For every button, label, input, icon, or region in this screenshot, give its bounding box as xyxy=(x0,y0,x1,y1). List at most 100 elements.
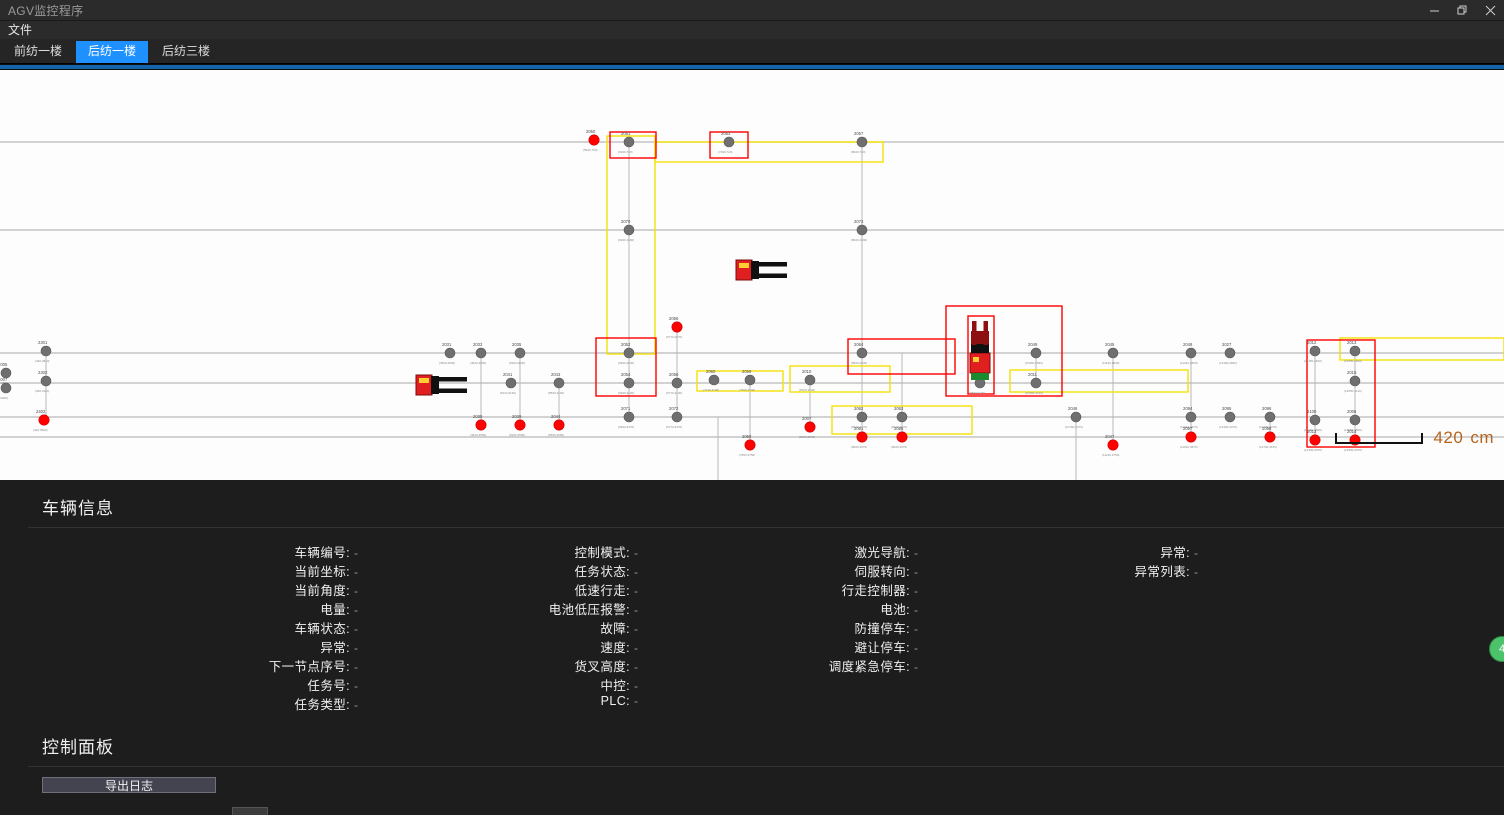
node-dot[interactable] xyxy=(1224,347,1236,359)
map-node[interactable]: 2012 (13150,2810) xyxy=(1304,340,1322,363)
map-node[interactable]: 2061 (8620,3670) xyxy=(851,426,868,449)
node-dot[interactable] xyxy=(671,321,683,333)
map-canvas[interactable]: 2301 (460,2810) 2302 (460,3110) 2402 (440,350… xyxy=(0,70,1504,480)
zone-yellow[interactable] xyxy=(789,365,891,393)
node-dot[interactable] xyxy=(475,347,487,359)
node-dot[interactable] xyxy=(623,136,635,148)
map-node[interactable]: 2073 (8620,1600) xyxy=(851,219,868,242)
node-dot[interactable] xyxy=(1224,411,1236,423)
node-dot[interactable] xyxy=(553,419,565,431)
zone-red[interactable] xyxy=(1306,339,1376,448)
map-node[interactable]: 2035 (5200,2830) xyxy=(509,342,526,365)
node-dot[interactable] xyxy=(1185,347,1197,359)
node-dot[interactable] xyxy=(1264,431,1276,443)
zone-red[interactable] xyxy=(967,315,995,395)
node-dot[interactable] xyxy=(505,377,517,389)
node-dot[interactable] xyxy=(744,439,756,451)
tab-houfang-3f[interactable]: 后纺三楼 xyxy=(162,44,211,58)
node-dot[interactable] xyxy=(856,347,868,359)
node-dot[interactable] xyxy=(1030,377,1042,389)
restore-button[interactable] xyxy=(1448,0,1476,20)
map-node[interactable]: 2015 (13550,3110) xyxy=(1344,370,1362,393)
map-node[interactable]: 2027 (12300,2830) xyxy=(1219,342,1237,365)
node-dot[interactable] xyxy=(1030,347,1042,359)
minimize-button[interactable] xyxy=(1420,0,1448,20)
node-dot[interactable] xyxy=(856,136,868,148)
map-node[interactable]: 2060 (7140,3100) xyxy=(703,369,720,392)
node-dot[interactable] xyxy=(671,411,683,423)
map-node[interactable]: 2065 (9020,3670) xyxy=(891,426,908,449)
map-node[interactable]: 2071 (6290,3470) xyxy=(618,406,635,429)
tab-houfang-1f[interactable]: 后纺一楼 xyxy=(76,41,149,63)
agv-vehicle[interactable] xyxy=(415,374,467,396)
node-dot[interactable] xyxy=(1309,414,1321,426)
export-log-button[interactable]: 导出日志 xyxy=(42,777,216,793)
node-dot[interactable] xyxy=(1107,347,1119,359)
node-dot[interactable] xyxy=(0,367,12,379)
node-dot[interactable] xyxy=(1309,434,1321,446)
map-node[interactable]: 2064 (8620,2830) xyxy=(851,342,868,365)
map-node[interactable]: 2052 (6290,2830) xyxy=(618,342,635,365)
node-dot[interactable] xyxy=(0,382,12,394)
node-dot[interactable] xyxy=(514,347,526,359)
node-dot[interactable] xyxy=(1185,431,1197,443)
map-node[interactable]: 2301 (460,2810) xyxy=(35,340,52,363)
node-dot[interactable] xyxy=(856,224,868,236)
map-node[interactable]: 2041 (5110,3130) xyxy=(500,372,517,395)
agv-vehicle[interactable] xyxy=(969,321,991,380)
zone-red[interactable] xyxy=(595,337,657,397)
map-node[interactable]: 2044 (5590,3550) xyxy=(548,414,565,437)
map-node[interactable]: 2062 (8620,3470) xyxy=(851,406,868,429)
zone-yellow[interactable] xyxy=(1009,369,1189,393)
node-dot[interactable] xyxy=(588,134,600,146)
node-dot[interactable] xyxy=(40,375,52,387)
map-node[interactable]: 2007 (60,3180) xyxy=(0,377,12,400)
zone-red[interactable] xyxy=(945,305,1063,397)
map-node[interactable]: 2006 (13550,3500) xyxy=(1344,409,1362,432)
node-dot[interactable] xyxy=(804,374,816,386)
close-button[interactable] xyxy=(1476,0,1504,20)
node-dot[interactable] xyxy=(1070,411,1082,423)
map-node[interactable]: 2046 (10760,3470) xyxy=(1065,406,1083,429)
node-dot[interactable] xyxy=(856,431,868,443)
node-dot[interactable] xyxy=(744,374,756,386)
node-dot[interactable] xyxy=(856,411,868,423)
node-dot[interactable] xyxy=(623,224,635,236)
map-node[interactable]: 2072 (6770,3470) xyxy=(666,406,683,429)
map-node[interactable]: 2013 (13150,3700) xyxy=(1304,429,1322,452)
map-node[interactable]: 2058 (7500,3750) xyxy=(739,434,756,457)
map-node[interactable]: 2051 (6290,720) xyxy=(618,131,635,154)
map-node[interactable]: 2043 (5590,3130) xyxy=(548,372,565,395)
node-dot[interactable] xyxy=(623,411,635,423)
node-dot[interactable] xyxy=(475,419,487,431)
node-dot[interactable] xyxy=(553,377,565,389)
node-dot[interactable] xyxy=(1349,414,1361,426)
map-node[interactable]: 2056 (6770,3130) xyxy=(666,372,683,395)
map-node[interactable]: 2033 (4810,2830) xyxy=(470,342,487,365)
node-dot[interactable] xyxy=(1107,439,1119,451)
map-node[interactable]: 2063 (9020,3470) xyxy=(891,406,908,429)
agv-vehicle[interactable] xyxy=(735,259,787,281)
map-node[interactable]: 2059 (7500,3100) xyxy=(739,369,756,392)
map-node[interactable]: 2097 (11910,3670) xyxy=(1180,426,1198,449)
map-graph[interactable]: 2301 (460,2810) 2302 (460,3110) 2402 (440,350… xyxy=(0,70,1504,480)
map-node[interactable]: 2047 (11130,3750) xyxy=(1102,434,1119,457)
zone-yellow[interactable] xyxy=(696,370,784,392)
node-dot[interactable] xyxy=(671,377,683,389)
map-node[interactable]: 2048 (11910,2830) xyxy=(1180,342,1198,365)
map-node[interactable]: 2007 (8100,3570) xyxy=(799,416,816,439)
map-node[interactable]: 2100 (13150,3500) xyxy=(1304,409,1322,432)
node-dot[interactable] xyxy=(896,411,908,423)
zone-yellow[interactable] xyxy=(606,135,656,355)
map-node[interactable]: 2096 (12700,3470) xyxy=(1259,406,1277,429)
zone-red[interactable] xyxy=(709,131,749,159)
map-node[interactable]: 2011 (10360,3130) xyxy=(1025,372,1043,395)
map-node[interactable]: 2038 (4810,3550) xyxy=(470,414,487,437)
zone-red[interactable] xyxy=(609,131,657,159)
map-node[interactable]: 2402 (440,3500) xyxy=(33,409,50,432)
node-dot[interactable] xyxy=(623,347,635,359)
map-node[interactable]: 2057 (8620,720) xyxy=(851,131,868,154)
map-node[interactable]: 2031 (4500,2830) xyxy=(439,342,456,365)
node-dot[interactable] xyxy=(723,136,735,148)
map-node[interactable]: 2054 (6290,3130) xyxy=(618,372,635,395)
